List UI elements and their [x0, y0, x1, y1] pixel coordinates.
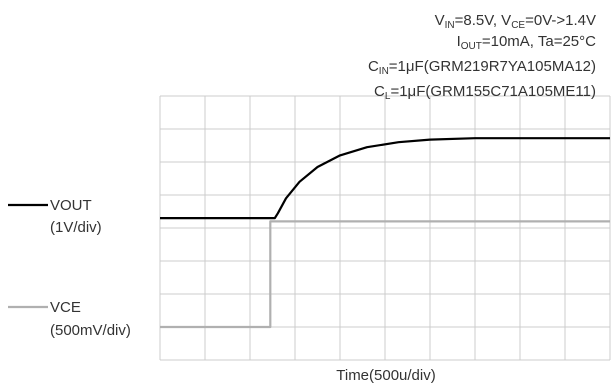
trace-vce — [160, 220, 610, 329]
plot-traces — [160, 137, 610, 329]
x-axis-label: Time(500u/div) — [336, 367, 435, 384]
legend-scale-vce: (500mV/div) — [50, 322, 131, 339]
trace-vout — [160, 137, 610, 220]
condition-line-3: CIN=1μF(GRM219R7YA105MA12) — [368, 58, 596, 77]
measurement-conditions: VIN=8.5V, VCE=0V->1.4V IOUT=10mA, Ta=25°C… — [368, 12, 596, 102]
plot-grid — [159, 95, 611, 361]
condition-line-4: CL=1μF(GRM155C71A105ME11) — [374, 83, 596, 102]
legend: VOUT (1V/div) VCE (500mV/div) — [8, 197, 131, 339]
condition-line-2: IOUT=10mA, Ta=25°C — [457, 33, 597, 52]
legend-scale-vout: (1V/div) — [50, 219, 102, 236]
legend-name-vce: VCE — [50, 299, 81, 316]
legend-name-vout: VOUT — [50, 197, 92, 214]
condition-line-1: VIN=8.5V, VCE=0V->1.4V — [435, 12, 596, 31]
